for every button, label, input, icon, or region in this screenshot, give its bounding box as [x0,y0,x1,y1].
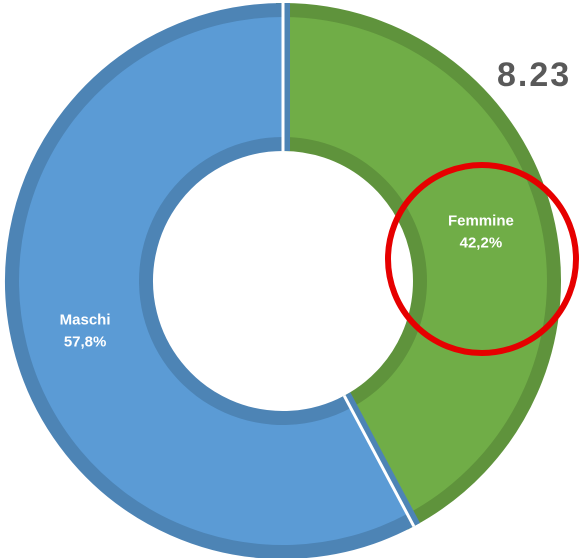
segment-separator [342,394,416,527]
segment-value-label: 57,8% [64,333,107,350]
donut-segment-face [283,17,548,514]
chart-title: 8.23 [497,56,571,94]
donut-segment-face [19,17,408,545]
segment-value-label: 42,2% [460,234,503,251]
wedges [5,2,561,558]
segment-label: Maschi [60,311,111,328]
highlight-circle [385,162,579,356]
labels: Femmine 42,2% Maschi 57,8% [60,212,514,350]
segment-label: Femmine [448,212,514,229]
